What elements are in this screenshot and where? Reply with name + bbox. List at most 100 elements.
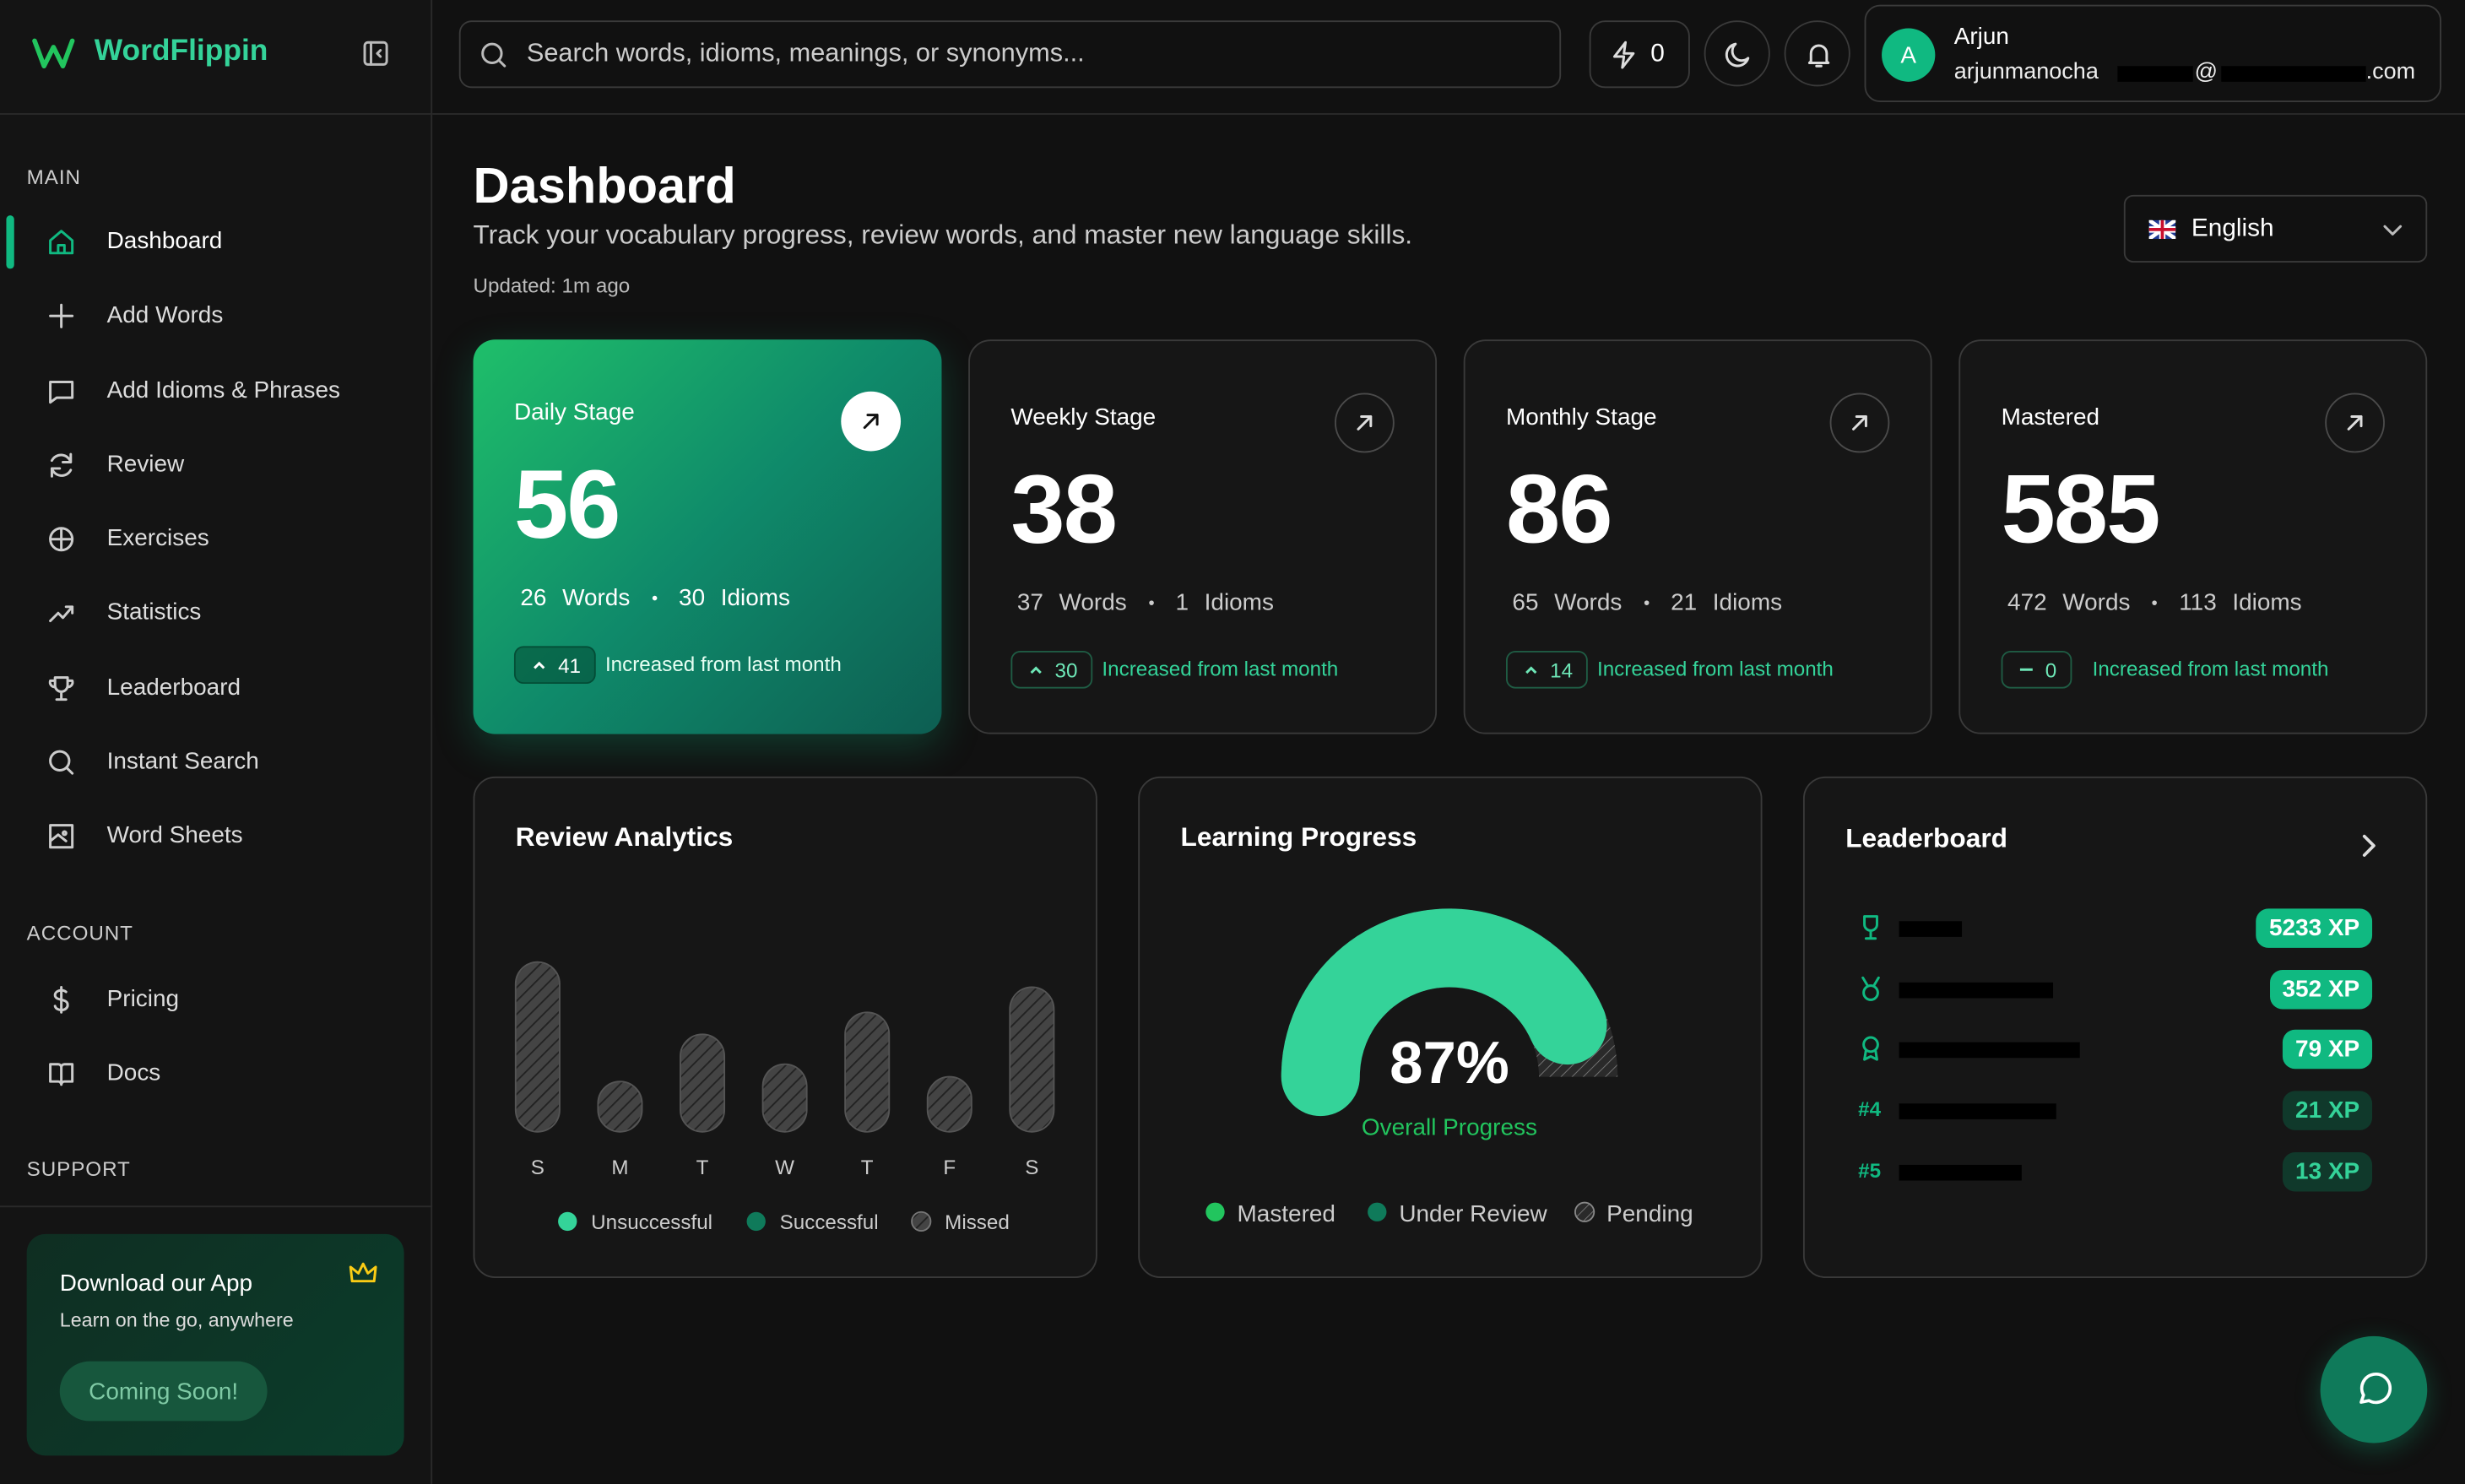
nav-item[interactable]: Word Sheets	[107, 822, 243, 849]
moon-icon	[1723, 40, 1754, 71]
streak-button[interactable]: 0	[1590, 20, 1690, 88]
nav-item[interactable]: Docs	[107, 1060, 161, 1087]
separator-dot	[2153, 600, 2158, 605]
day-label: T	[696, 1156, 709, 1179]
bell-icon	[1803, 40, 1834, 71]
stat-label: Mastered	[2002, 404, 2099, 431]
bar	[1010, 987, 1054, 1131]
progress-gauge: MasteredUnder ReviewPending	[1138, 777, 1762, 1278]
redaction	[1899, 921, 1962, 937]
divider	[0, 1205, 432, 1207]
open-button[interactable]	[1830, 393, 1890, 453]
words-count: 26	[520, 585, 546, 612]
theme-button[interactable]	[1704, 20, 1770, 86]
stat-breakdown: 37 Words 1 Idioms	[1017, 589, 1274, 616]
arrow-icon-path	[864, 415, 877, 428]
idioms-count: 1	[1175, 589, 1189, 616]
change-icon-path	[1526, 668, 1536, 673]
language-select[interactable]: English	[2124, 195, 2427, 263]
xp-badge: 352 XP	[2270, 969, 2372, 1009]
coming-soon-button[interactable]: Coming Soon!	[60, 1362, 268, 1422]
change-icon	[1027, 660, 1045, 679]
nav-icon-path	[51, 231, 73, 253]
legend-label: Under Review	[1399, 1200, 1547, 1227]
open-button[interactable]	[841, 392, 901, 452]
legend-label: Pending	[1606, 1200, 1693, 1227]
words-label: Words	[1059, 589, 1127, 616]
promo-text: Learn on the go, anywhere	[60, 1309, 294, 1331]
bar	[516, 962, 560, 1132]
day-label: W	[775, 1156, 794, 1179]
idioms-count: 30	[679, 585, 705, 612]
legend-swatch	[1368, 1203, 1386, 1221]
open-button[interactable]	[2325, 393, 2385, 453]
nav-item[interactable]: Exercises	[107, 525, 209, 552]
chat-icon	[2354, 1369, 2394, 1410]
search-placeholder: Search words, idioms, meanings, or synon…	[527, 40, 1085, 69]
change-text: Increased from last month	[1102, 657, 1338, 680]
arrow-icon-path	[1854, 416, 1866, 429]
chevron-down	[2381, 219, 2403, 241]
change-value: 30	[1055, 658, 1078, 681]
day-label: F	[943, 1156, 956, 1179]
idioms-label: Idioms	[1205, 589, 1274, 616]
user-name: Arjun	[1954, 24, 2009, 51]
redaction	[1899, 1165, 2022, 1181]
change-badge: 0	[2002, 651, 2072, 689]
nav-icon	[47, 748, 76, 777]
nav-item[interactable]: Dashboard	[107, 228, 223, 255]
nav-icon-path	[55, 987, 68, 1012]
nav-item[interactable]: Instant Search	[107, 748, 259, 775]
redaction	[1899, 982, 2053, 998]
change-badge: 30	[1010, 651, 1093, 689]
stat-breakdown: 26Words30Idioms	[520, 585, 790, 612]
nav-icon	[47, 302, 76, 331]
section-label: MAIN	[27, 165, 81, 189]
nav-icon-path	[51, 306, 73, 328]
leaderboard-card: Leaderboard	[1803, 777, 2427, 1278]
nav-icon	[47, 822, 76, 851]
nav-item[interactable]: Review	[107, 451, 185, 478]
chat-button[interactable]	[2321, 1336, 2428, 1443]
stat-card: Daily Stage5626Words30Idioms41Increased …	[474, 339, 942, 734]
change-value: 41	[558, 653, 581, 677]
change-value: 0	[2045, 658, 2056, 681]
page-title: Dashboard	[474, 157, 736, 215]
change-text: Increased from last month	[605, 653, 842, 676]
words-count: 472	[2007, 589, 2047, 616]
words-label: Words	[562, 585, 630, 612]
nav-item[interactable]: Leaderboard	[107, 674, 241, 701]
rank-icon	[1856, 913, 1885, 942]
arrow-icon	[857, 407, 886, 436]
words-count: 37	[1017, 589, 1043, 616]
bar	[680, 1034, 724, 1131]
nav-item[interactable]: Add Idioms & Phrases	[107, 376, 340, 403]
day-label: T	[861, 1156, 874, 1179]
user-menu[interactable]: A Arjun arjunmanocha @ .com	[1865, 5, 2441, 102]
section-label: SUPPORT	[27, 1157, 131, 1181]
legend-swatch	[747, 1212, 766, 1231]
redaction	[1899, 1103, 2056, 1119]
nav-item[interactable]: Statistics	[107, 599, 202, 626]
open-button[interactable]	[1335, 393, 1395, 453]
search-box[interactable]: Search words, idioms, meanings, or synon…	[459, 20, 1561, 88]
nav-item[interactable]: Pricing	[107, 986, 179, 1013]
arrow-icon	[2341, 409, 2370, 437]
avatar: A	[1882, 29, 1935, 82]
nav-icon	[47, 525, 76, 554]
nav-item[interactable]: Add Words	[107, 302, 224, 329]
leaderboard-link[interactable]	[2358, 833, 2380, 858]
notifications-button[interactable]	[1785, 20, 1850, 86]
brand: WordFlippin	[95, 35, 268, 69]
change-badge: 41	[514, 646, 597, 684]
legend-label: Successful	[780, 1211, 879, 1234]
email-at: @	[2195, 60, 2218, 85]
redaction	[1899, 1043, 2080, 1059]
email-local: arjunmanocha	[1954, 60, 2099, 85]
nav-icon	[47, 451, 76, 479]
logo	[31, 35, 79, 73]
collapse-button[interactable]	[361, 40, 390, 68]
rank-icon-path	[1864, 1038, 1878, 1060]
rank-label: #4	[1858, 1097, 1881, 1121]
